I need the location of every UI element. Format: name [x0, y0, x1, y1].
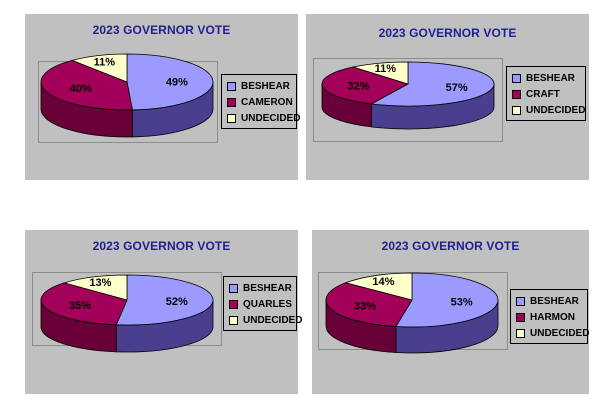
legend-swatch [229, 299, 238, 309]
chart-panel-beshear-craft: 2023 GOVERNOR VOTE 57% 32% 11% BESHEAR CRA… [306, 14, 589, 180]
legend: BESHEAR QUARLES UNDECIDED [223, 276, 302, 331]
legend-swatch [512, 73, 521, 83]
slice-challenger [321, 66, 410, 105]
legend-item-beshear: BESHEAR [229, 280, 292, 296]
slice-beshear-label: 49% [166, 76, 188, 88]
legend-item-undecided: UNDECIDED [227, 110, 300, 126]
pie-chart: 49% 40% 11% [40, 53, 214, 138]
legend-swatch [516, 296, 525, 306]
legend-label: BESHEAR [243, 282, 292, 294]
legend-item-craft: CRAFT [512, 86, 580, 102]
legend-item-beshear: BESHEAR [516, 293, 582, 309]
legend-swatch [229, 315, 238, 325]
legend-label: UNDECIDED [241, 112, 301, 124]
legend-item-harmon: HARMON [516, 309, 582, 325]
slice-undecided [70, 53, 128, 83]
slice-undecided-label: 11% [375, 63, 397, 75]
legend-swatch [227, 113, 236, 123]
legend-item-undecided: UNDECIDED [512, 102, 585, 118]
slice-undecided-label: 13% [89, 277, 111, 289]
legend-label: CRAFT [526, 88, 560, 100]
legend-swatch [227, 81, 236, 91]
slice-beshear-label: 52% [166, 296, 188, 308]
legend-label: UNDECIDED [243, 314, 303, 326]
legend-label: UNDECIDED [530, 327, 590, 339]
slice-beshear [370, 61, 495, 107]
legend: BESHEAR HARMON UNDECIDED [510, 289, 589, 344]
slice-challenger [40, 282, 128, 326]
legend-item-beshear: BESHEAR [227, 78, 291, 94]
slice-beshear [115, 274, 214, 326]
slice-challenger-label: 35% [69, 300, 91, 312]
slice-beshear-label: 53% [451, 296, 473, 308]
legend-label: BESHEAR [530, 295, 579, 307]
legend-swatch [512, 89, 521, 99]
slice-undecided [351, 61, 409, 85]
legend-label: BESHEAR [526, 72, 575, 84]
legend-swatch [229, 283, 238, 293]
slice-undecided [62, 274, 128, 301]
slice-challenger-label: 32% [347, 81, 369, 93]
legend-label: UNDECIDED [526, 104, 586, 116]
chart-panel-beshear-quarles: 2023 GOVERNOR VOTE 52% 35% 13% BESHEAR QUA… [25, 230, 302, 394]
legend-label: QUARLES [243, 298, 292, 310]
legend: BESHEAR CAMERON UNDECIDED [221, 74, 300, 129]
chart-title: 2023 GOVERNOR VOTE [92, 23, 231, 37]
legend-label: BESHEAR [241, 80, 290, 92]
slice-undecided-label: 11% [94, 56, 116, 68]
slice-challenger [325, 282, 413, 327]
chart-panel-beshear-harmon: 2023 GOVERNOR VOTE 53% 33% 14% BESHEAR HAR… [312, 230, 589, 394]
legend-item-cameron: CAMERON [227, 94, 293, 110]
pie-chart: 57% 32% 11% [321, 61, 495, 130]
legend-label: HARMON [530, 311, 575, 323]
slice-beshear-label: 57% [446, 82, 468, 94]
legend-label: CAMERON [241, 96, 293, 108]
slice-beshear [395, 272, 499, 328]
chart-panel-beshear-cameron: 2023 GOVERNOR VOTE 49% 40% 11% BESHEAR CAM… [25, 14, 300, 180]
slice-beshear [126, 53, 214, 111]
slice-undecided-label: 14% [372, 276, 394, 288]
pie-chart: 52% 35% 13% [40, 274, 214, 353]
legend-item-undecided: UNDECIDED [516, 325, 589, 341]
plot-area [313, 58, 503, 142]
slice-challenger-label: 33% [354, 300, 376, 312]
slice-undecided [344, 272, 413, 301]
chart-title: 2023 GOVERNOR VOTE [92, 239, 231, 253]
slice-challenger [40, 60, 133, 111]
legend-item-undecided: UNDECIDED [229, 312, 302, 328]
legend-swatch [512, 105, 521, 115]
legend: BESHEAR CRAFT UNDECIDED [506, 66, 586, 121]
chart-title: 2023 GOVERNOR VOTE [378, 26, 517, 40]
legend-swatch [227, 97, 236, 107]
legend-item-beshear: BESHEAR [512, 70, 580, 86]
legend-swatch [516, 312, 525, 322]
legend-item-quarles: QUARLES [229, 296, 292, 312]
legend-swatch [516, 328, 525, 338]
slice-challenger-label: 40% [70, 83, 92, 95]
pie-chart: 53% 33% 14% [325, 272, 499, 354]
chart-title: 2023 GOVERNOR VOTE [381, 239, 520, 253]
